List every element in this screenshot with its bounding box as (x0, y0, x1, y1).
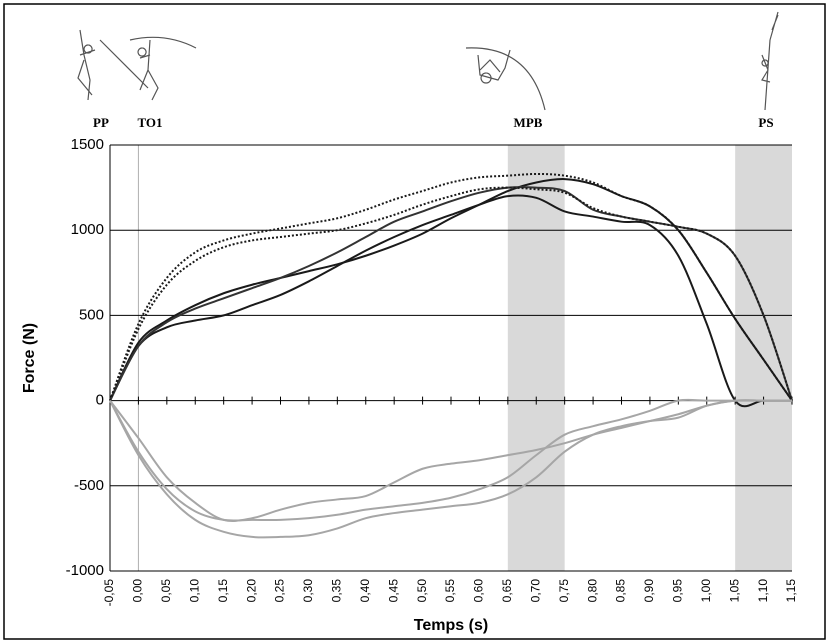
y-tick-label: -500 (74, 477, 104, 494)
x-tick-label: 0,40 (358, 579, 372, 603)
series-line (109, 172, 793, 402)
annotation: PP (93, 115, 109, 130)
x-tick-label: 0,15 (216, 579, 230, 603)
annotation: PS (758, 115, 773, 130)
series-line (109, 178, 793, 402)
x-tick-label: 0,00 (131, 579, 145, 603)
frame (3, 3, 826, 640)
x-tick-label: 0,45 (386, 579, 400, 603)
annotation: TO1 (137, 115, 162, 130)
annotation: MPB (514, 115, 543, 130)
x-axis-title: Temps (s) (414, 617, 488, 634)
series-line (109, 398, 792, 522)
x-tick-label: 0,20 (244, 579, 258, 603)
y-tick-label: -1000 (66, 562, 104, 579)
x-tick-label: 0,60 (472, 579, 486, 603)
shaded-region (507, 145, 565, 571)
y-tick-label: 1500 (71, 136, 104, 153)
x-tick-label: -0,05 (102, 579, 116, 607)
figures (77, 11, 779, 111)
x-tick-label: 0,70 (528, 579, 542, 603)
series-line (109, 399, 792, 522)
series-line (109, 186, 793, 401)
x-tick-label: 1,00 (699, 579, 713, 603)
x-tick-label: 1,15 (784, 579, 798, 603)
x-tick-label: 1,10 (756, 579, 770, 603)
x-tick-label: 0,55 (443, 579, 457, 603)
x-tick-label: 0,25 (273, 579, 287, 603)
y-tick-label: 0 (96, 392, 104, 409)
x-tick-label: 0,65 (500, 579, 514, 603)
x-tick-label: 0,80 (585, 579, 599, 603)
x-tick-label: 0,90 (642, 579, 656, 603)
series-line (109, 399, 792, 539)
y-tick-label: 500 (79, 306, 104, 323)
x-tick-label: 0,95 (671, 579, 685, 603)
y-tick-label: 1000 (71, 221, 104, 238)
x-tick-label: 0,35 (330, 579, 344, 603)
series-line (109, 194, 792, 408)
x-tick-label: 0,30 (301, 579, 315, 603)
x-tick-label: 0,85 (614, 579, 628, 603)
x-tick-label: 0,75 (557, 579, 571, 603)
x-tick-label: 1,05 (727, 579, 741, 603)
y-axis-title: Force (N) (21, 323, 38, 393)
x-tick-label: 0,10 (187, 579, 201, 603)
x-tick-label: 0,50 (415, 579, 429, 603)
x-tick-label: 0,05 (159, 579, 173, 603)
